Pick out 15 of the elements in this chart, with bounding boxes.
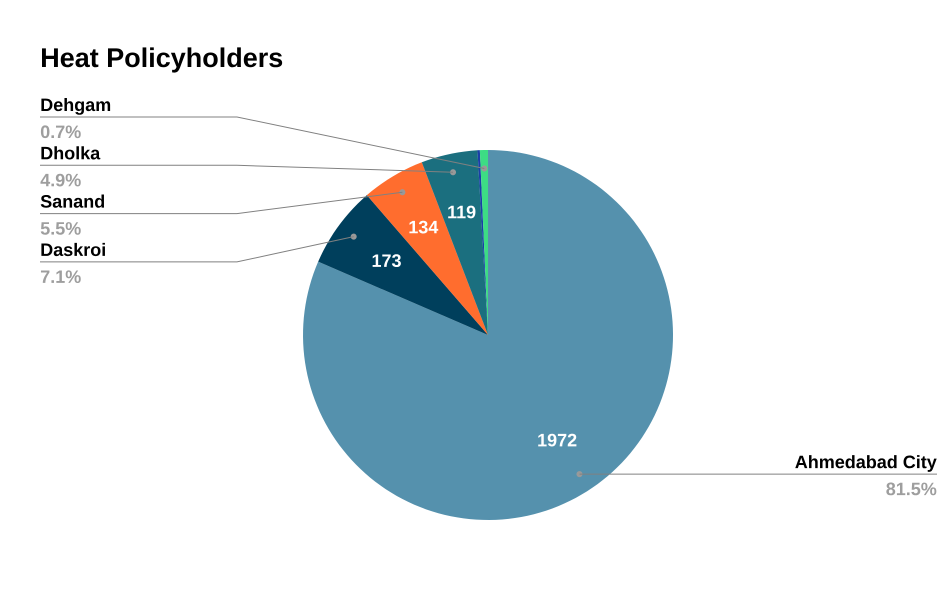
text: 81.5%	[886, 482, 936, 496]
slice-label: Dehgam	[41, 98, 110, 115]
slice-label: Sanand	[40, 194, 104, 208]
text: 4.9%	[40, 174, 81, 186]
data-label: 119	[448, 206, 476, 218]
slice-label: Daskroi	[41, 242, 105, 256]
text: 0.7%	[40, 125, 81, 138]
text: 5.5%	[40, 222, 81, 235]
text: 7.1%	[40, 270, 81, 284]
chart-title: Heat Policyholders	[42, 47, 282, 73]
data-label: 173	[372, 254, 401, 268]
slice-label: Ahmedabad City	[795, 455, 937, 472]
data-label: 134	[409, 220, 438, 234]
slice-label: Dholka	[41, 146, 100, 160]
data-label: 1972	[538, 434, 576, 446]
